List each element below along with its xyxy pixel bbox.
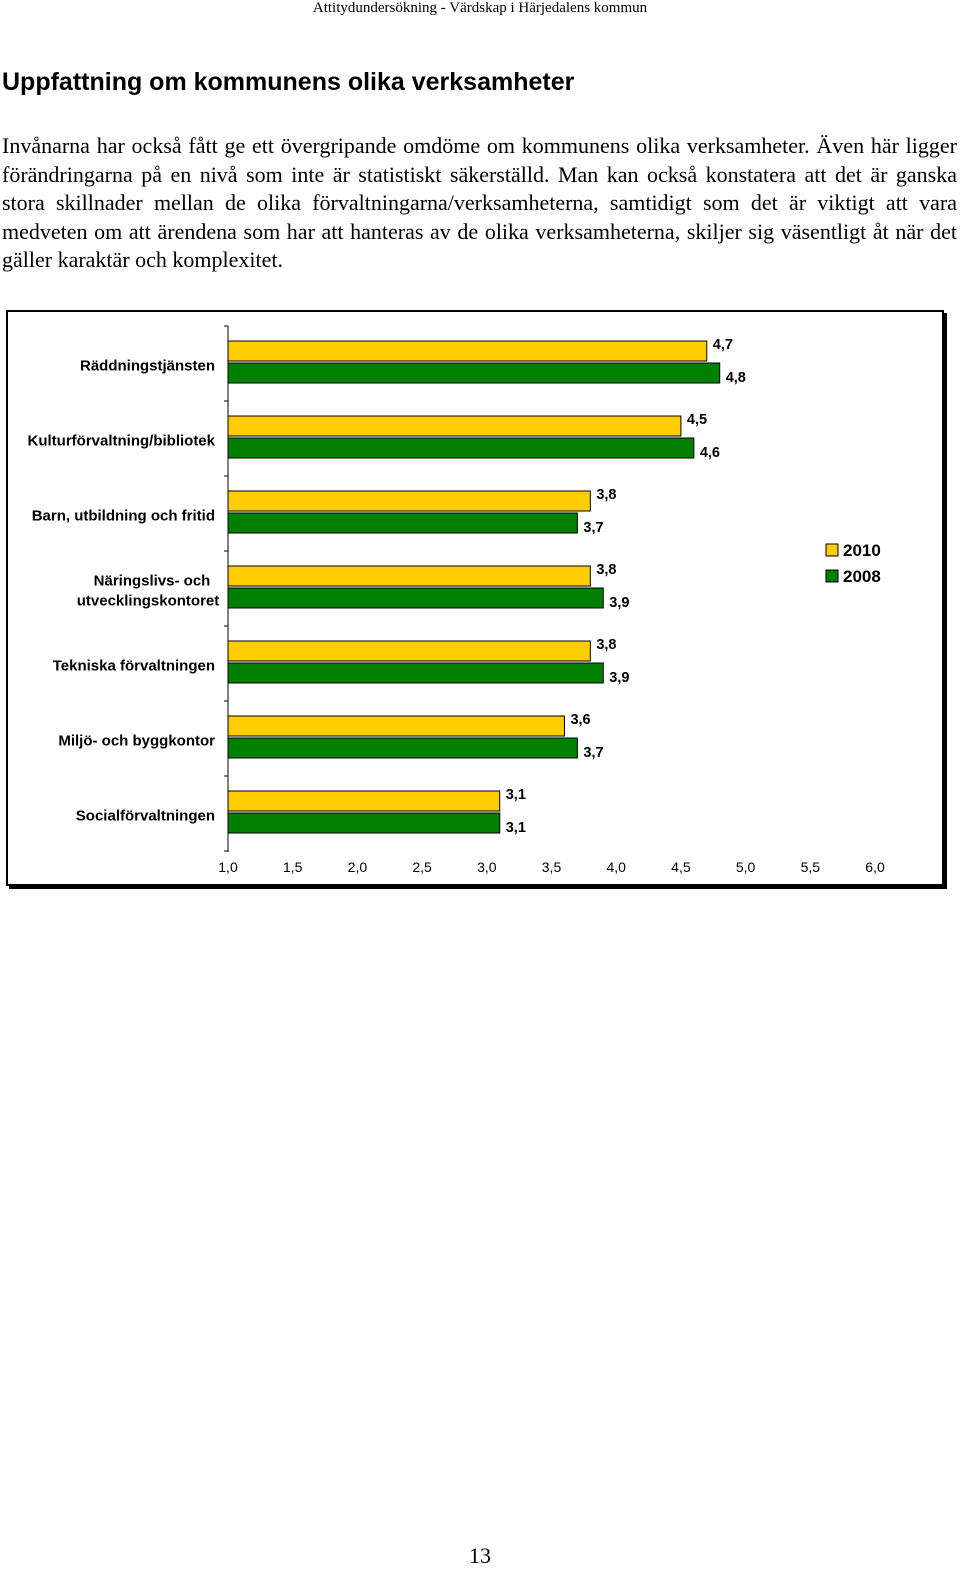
bar-chart: 4,7 4,8 Räddningstjänsten 4,5 4,6 Kulturförva… bbox=[28, 325, 885, 875]
bar-2008-4 bbox=[227, 587, 604, 609]
chart-frame: 4,7 4,8 Räddningstjänsten 4,5 4,6 Kulturförva… bbox=[6, 310, 944, 886]
bar-2008-5 bbox=[227, 662, 604, 684]
bar-2010-4 bbox=[227, 565, 591, 587]
value-label: 3,1 bbox=[506, 787, 526, 803]
bar-2008-6 bbox=[227, 737, 578, 759]
running-header: Attitydundersökning - Värdskap i Härjeda… bbox=[312, 0, 648, 16]
category-label: Räddningstjänsten bbox=[80, 358, 215, 375]
bar-2010-6 bbox=[227, 715, 565, 737]
value-label: 3,1 bbox=[506, 820, 526, 836]
x-tick-label: 1,0 bbox=[218, 859, 238, 875]
x-tick-label: 5,5 bbox=[801, 859, 821, 875]
bar-2008-1 bbox=[227, 362, 721, 384]
bar-2010-7 bbox=[227, 790, 501, 812]
value-label: 3,9 bbox=[609, 670, 629, 686]
category-label: Näringslivs- och utvecklingskontoret bbox=[77, 573, 220, 610]
x-tick-label: 3,5 bbox=[542, 859, 562, 875]
legend-label-2008: 2008 bbox=[843, 567, 881, 586]
bar-2010-2 bbox=[227, 415, 682, 437]
bar-2008-2 bbox=[227, 437, 695, 459]
value-label: 4,6 bbox=[700, 445, 720, 461]
legend-swatch-2010 bbox=[825, 543, 839, 557]
x-tick-label: 3,0 bbox=[477, 859, 497, 875]
value-label: 3,8 bbox=[596, 562, 616, 578]
x-tick-label: 4,5 bbox=[671, 859, 691, 875]
x-tick-label: 5,0 bbox=[736, 859, 756, 875]
x-tick-label: 4,0 bbox=[606, 859, 626, 875]
x-tick-label: 2,0 bbox=[348, 859, 368, 875]
value-label: 3,6 bbox=[570, 712, 590, 728]
legend-label-2010: 2010 bbox=[843, 541, 881, 560]
value-label: 3,8 bbox=[596, 637, 616, 653]
value-label: 3,8 bbox=[596, 487, 616, 503]
value-label: 3,7 bbox=[583, 520, 603, 536]
bar-2010-5 bbox=[227, 640, 591, 662]
x-tick-label: 6,0 bbox=[865, 859, 885, 875]
x-tick-label: 1,5 bbox=[283, 859, 303, 875]
category-label: Tekniska förvaltningen bbox=[53, 658, 215, 675]
category-label: Socialförvaltningen bbox=[76, 808, 215, 825]
section-heading: Uppfattning om kommunens olika verksamhe… bbox=[2, 68, 575, 96]
x-tick-label: 2,5 bbox=[412, 859, 432, 875]
value-label: 4,7 bbox=[713, 337, 733, 353]
category-label: Barn, utbildning och fritid bbox=[32, 508, 215, 525]
legend-swatch-2008 bbox=[825, 569, 839, 583]
bar-2010-3 bbox=[227, 490, 591, 512]
bar-2008-7 bbox=[227, 812, 501, 834]
value-label: 3,9 bbox=[609, 595, 629, 611]
category-label: Miljö- och byggkontor bbox=[58, 733, 215, 750]
bar-2008-3 bbox=[227, 512, 578, 534]
bar-2010-1 bbox=[227, 340, 708, 362]
value-label: 4,8 bbox=[726, 370, 746, 386]
category-label: Kulturförvaltning/bibliotek bbox=[28, 433, 216, 450]
body-paragraph: Invånarna har också fått ge ett övergrip… bbox=[2, 133, 957, 273]
value-label: 3,7 bbox=[583, 745, 603, 761]
value-label: 4,5 bbox=[687, 412, 707, 428]
page-number: 13 bbox=[469, 1543, 491, 1568]
